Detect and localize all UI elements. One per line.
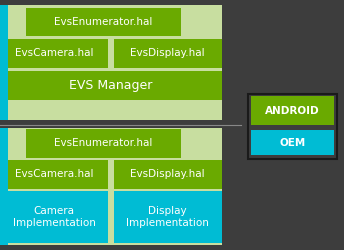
FancyBboxPatch shape (251, 130, 334, 155)
Text: Camera
Implementation: Camera Implementation (13, 206, 96, 228)
Text: OEM: OEM (279, 138, 305, 147)
FancyBboxPatch shape (0, 5, 8, 120)
FancyBboxPatch shape (0, 128, 222, 245)
FancyBboxPatch shape (0, 191, 108, 242)
FancyBboxPatch shape (114, 191, 222, 242)
Text: ANDROID: ANDROID (265, 106, 320, 116)
FancyBboxPatch shape (0, 71, 222, 100)
FancyBboxPatch shape (0, 5, 222, 120)
FancyBboxPatch shape (114, 39, 222, 68)
Text: EvsDisplay.hal: EvsDisplay.hal (130, 48, 205, 58)
Text: EvsEnumerator.hal: EvsEnumerator.hal (54, 17, 152, 27)
FancyBboxPatch shape (114, 160, 222, 189)
FancyBboxPatch shape (0, 160, 108, 189)
FancyBboxPatch shape (26, 129, 181, 158)
Text: EVS Manager: EVS Manager (69, 79, 153, 92)
FancyBboxPatch shape (251, 96, 334, 125)
Text: EvsDisplay.hal: EvsDisplay.hal (130, 170, 205, 179)
FancyBboxPatch shape (26, 8, 181, 36)
Text: Display
Implementation: Display Implementation (126, 206, 209, 228)
Text: EvsCamera.hal: EvsCamera.hal (15, 48, 94, 58)
FancyBboxPatch shape (0, 128, 8, 245)
FancyBboxPatch shape (0, 39, 108, 68)
Text: EvsEnumerator.hal: EvsEnumerator.hal (54, 138, 152, 148)
Text: EvsCamera.hal: EvsCamera.hal (15, 170, 94, 179)
